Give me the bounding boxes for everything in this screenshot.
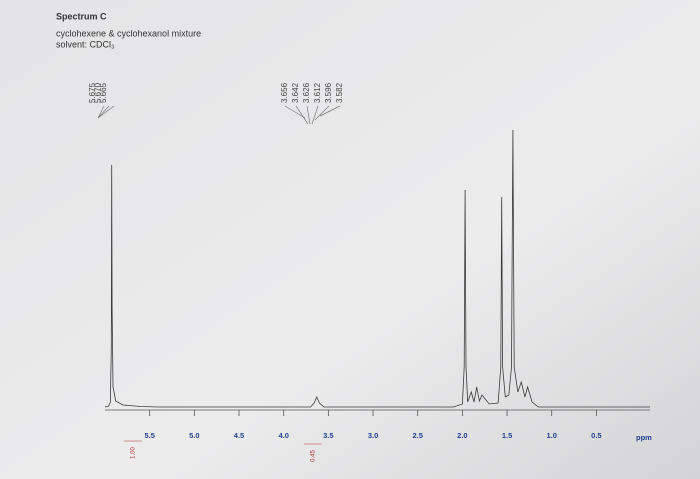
peak-label: 3.582 bbox=[335, 82, 344, 103]
x-tick-label: 0.5 bbox=[591, 431, 601, 440]
x-tick-label: 3.0 bbox=[368, 431, 378, 440]
subtitle: cyclohexene & cyclohexanol mixture bbox=[56, 28, 201, 38]
group-1-lines bbox=[97, 105, 115, 119]
chart-title: Spectrum C bbox=[56, 11, 107, 21]
x-tick-label: 4.0 bbox=[278, 431, 288, 440]
peak-label: 5.675 bbox=[88, 82, 97, 103]
group-2-lines bbox=[284, 105, 341, 125]
spectrum-line bbox=[104, 129, 650, 408]
x-tick-label: 2.0 bbox=[457, 431, 467, 440]
x-tick-label: 1.5 bbox=[502, 431, 512, 440]
solvent: solvent: CDCl₃ bbox=[56, 39, 115, 49]
peak-label: 3.596 bbox=[324, 82, 333, 103]
x-tick-label: 3.5 bbox=[323, 431, 333, 440]
integral-label: 0.45 bbox=[311, 450, 317, 462]
peak-label: 5.670 bbox=[94, 82, 103, 103]
peak-label: 3.642 bbox=[291, 82, 300, 103]
x-unit: ppm bbox=[636, 433, 652, 442]
x-tick-label: 1.0 bbox=[547, 431, 557, 440]
peak-label: 3.656 bbox=[280, 82, 289, 103]
x-tick-label: 5.0 bbox=[189, 431, 199, 440]
peak-label: 5.665 bbox=[99, 82, 108, 103]
peak-label: 3.626 bbox=[302, 82, 311, 103]
x-tick-label: 5.5 bbox=[144, 431, 154, 440]
integral-label: 1.00 bbox=[131, 447, 137, 459]
x-tick-label: 4.5 bbox=[234, 431, 244, 440]
peak-label: 3.612 bbox=[313, 82, 322, 103]
x-tick-label: 2.5 bbox=[412, 431, 422, 440]
